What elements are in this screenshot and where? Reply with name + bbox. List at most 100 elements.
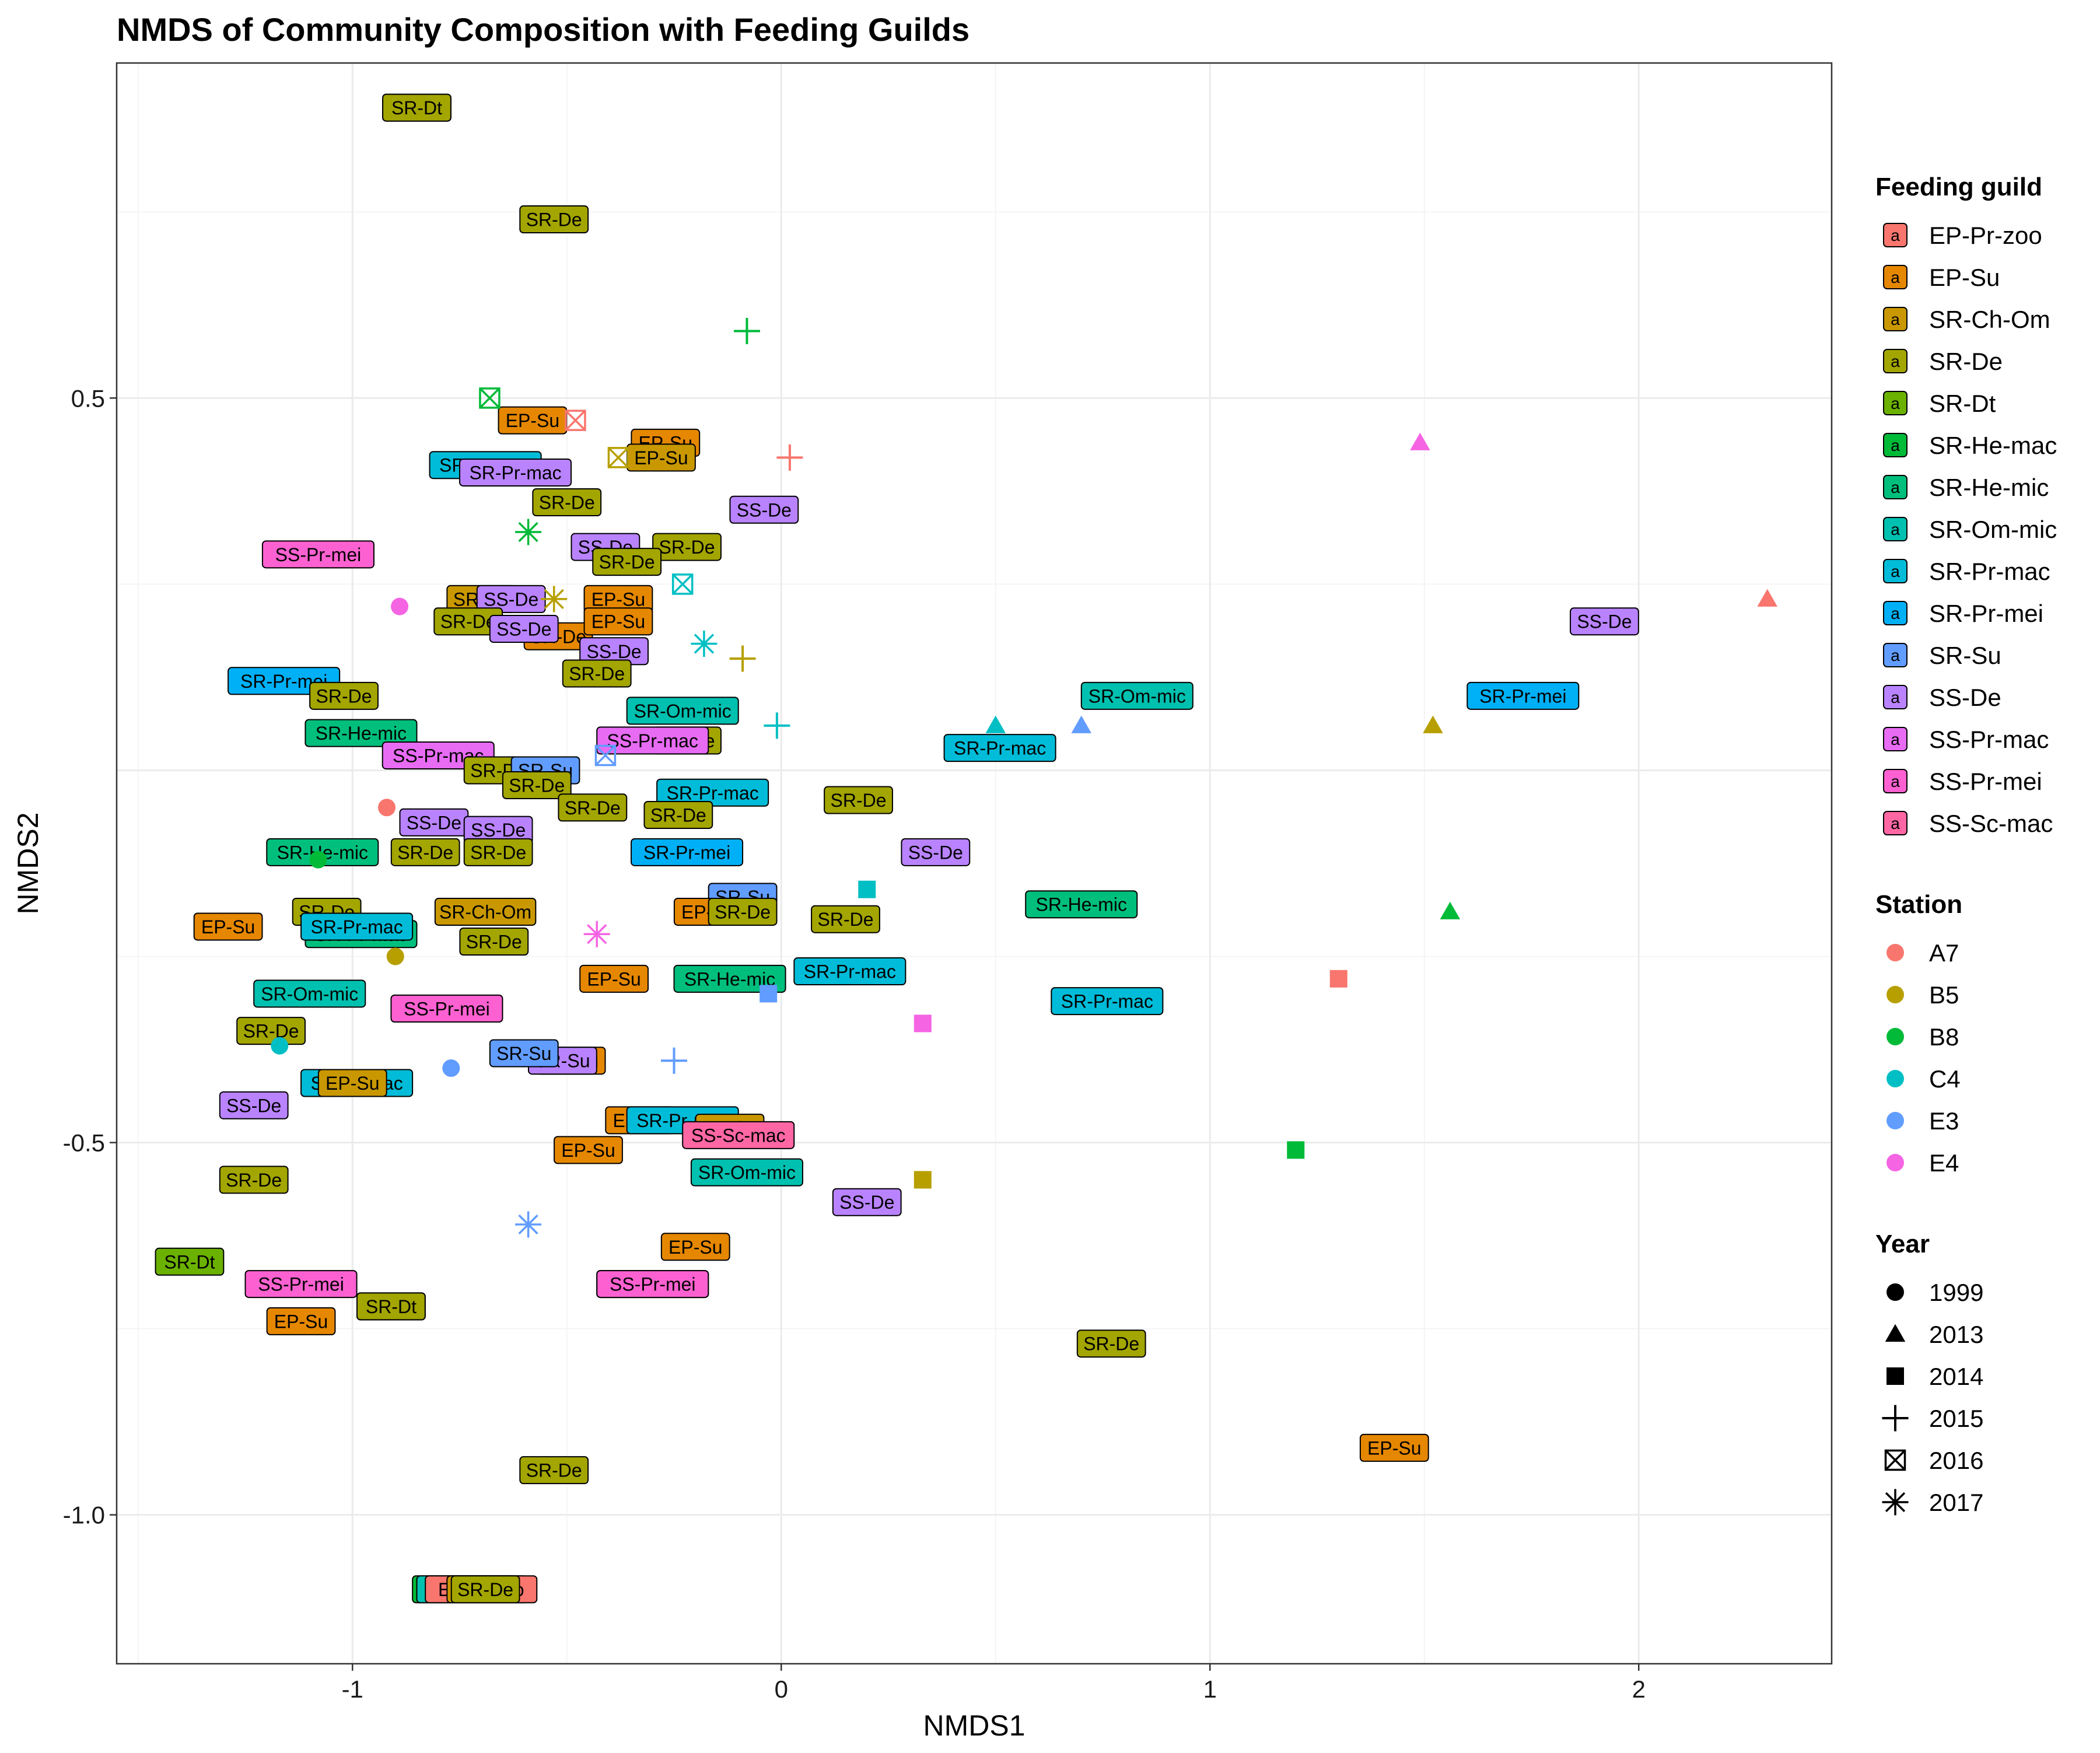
station-point	[914, 1014, 932, 1033]
guild-label: SR-Om-mic	[253, 979, 366, 1008]
guild-label-text: SR-De	[599, 552, 655, 573]
guild-label: SR-De	[824, 786, 893, 814]
guild-label-box	[660, 1233, 730, 1261]
legend-item-year: 2016	[1884, 1447, 1983, 1474]
guild-label-box	[901, 838, 971, 866]
guild-label: EP-Su	[193, 912, 263, 941]
guild-label-box	[244, 1270, 358, 1299]
station-point	[1757, 589, 1777, 607]
station-point	[515, 519, 542, 545]
guild-label-box	[596, 726, 709, 755]
guild-label-box	[943, 734, 1056, 762]
station-point	[1440, 901, 1461, 919]
guild-label-box	[1359, 1433, 1429, 1462]
guild-label: SR-De	[502, 771, 572, 799]
guild-label-box	[459, 928, 529, 956]
guild-label-box	[1570, 607, 1639, 636]
guild-label-box	[300, 912, 414, 941]
legend-title: Station	[1875, 890, 1962, 919]
guild-label: SR-De	[463, 838, 533, 866]
guild-label-box	[532, 488, 602, 517]
guild-label: SR-De	[236, 1017, 306, 1045]
guild-label-text: SR-De	[509, 775, 565, 796]
guild-label-box	[643, 801, 713, 830]
guild-label-text: SR-Om-mic	[698, 1162, 796, 1183]
legend-key-glyph: a	[1891, 226, 1900, 244]
chart-title: NMDS of Community Composition with Feedi…	[117, 11, 970, 48]
guild-label-text: SR-Dt	[391, 97, 442, 118]
guild-label: SR-Su	[489, 1039, 559, 1068]
legend-item-label: B5	[1929, 981, 1959, 1009]
guild-label: SR-De	[811, 905, 880, 933]
legend-item-label: 2017	[1929, 1489, 1983, 1516]
guild-label: SR-De	[708, 897, 778, 926]
guild-label-text: SS-Pr-mei	[610, 1274, 696, 1295]
guild-label: EP-Su	[660, 1233, 730, 1261]
station-point	[442, 1059, 460, 1077]
legend-layer: Feeding guild a EP-Pr-zoo a EP-Su a SR-Ch-Om a S…	[1875, 173, 2057, 1516]
station-point	[1071, 715, 1091, 733]
legend-item-station: B5	[1887, 981, 1959, 1009]
guild-label: SR-Dt	[382, 93, 452, 122]
guild-label-text: EP-Su	[561, 1140, 615, 1161]
guild-label-text: SS-De	[1577, 611, 1632, 632]
guild-label: SR-Pr-mac	[300, 912, 414, 941]
y-tick-label: -1.0	[63, 1502, 105, 1529]
guild-label: SR-De	[643, 801, 713, 830]
legend-key-box	[1883, 391, 1908, 415]
x-tick-label: 2	[1632, 1675, 1646, 1703]
guild-label-text: SR-Pr-mac	[469, 462, 561, 483]
guild-label: SS-De	[1570, 607, 1639, 636]
station-point	[479, 387, 501, 409]
guild-label: SS-De	[476, 585, 546, 613]
station-point	[914, 1171, 932, 1189]
guild-label-text: SR-Pr-mei	[1479, 685, 1566, 706]
guild-label-text: SR-De	[526, 209, 582, 230]
guild-label: SS-De	[219, 1091, 289, 1119]
station-point	[378, 799, 396, 817]
guild-label: SR-Pr-mac	[656, 778, 769, 807]
guild-label-text: SR-Ch-Om	[439, 901, 531, 922]
legend-item-guild: a SR-De	[1883, 348, 2003, 375]
guild-label-text: SS-De	[484, 589, 538, 610]
legend-key-shape	[1887, 1367, 1904, 1385]
guild-label-box	[519, 205, 589, 234]
guild-label-text: SR-De	[526, 1460, 582, 1481]
guild-label-text: EP-Su	[1367, 1437, 1421, 1458]
guild-label-box	[673, 964, 786, 993]
station-point	[776, 444, 803, 471]
legend-item-guild: a SS-Sc-mac	[1883, 810, 2053, 837]
guild-label: SS-Pr-mac	[596, 726, 709, 755]
guild-label: SR-Pr-mei	[631, 838, 744, 866]
station-point	[733, 317, 760, 344]
legend-item-guild: a SR-Ch-Om	[1883, 306, 2050, 333]
y-tick-label: 0.5	[71, 384, 105, 412]
legend-key-box	[1883, 685, 1908, 709]
guild-label-box	[261, 540, 374, 569]
legend-item-guild: a EP-Su	[1883, 264, 2000, 291]
guild-label: SR-De	[532, 488, 602, 517]
legend-item-station: A7	[1887, 939, 1959, 967]
guild-label-box	[390, 838, 460, 866]
guild-label-box	[1466, 681, 1580, 710]
guild-label: SS-Pr-mei	[596, 1270, 709, 1299]
guild-label-text: EP-Su	[592, 611, 645, 632]
guild-label-text: SS-De	[496, 618, 551, 639]
legend-key-box	[1883, 517, 1908, 541]
legend-key-glyph: a	[1891, 562, 1900, 580]
station-point	[1329, 970, 1348, 988]
guild-label-box	[1025, 890, 1138, 919]
legend-key-box	[1883, 769, 1908, 793]
guild-label-box	[219, 1166, 289, 1194]
guild-label-box	[356, 1292, 426, 1321]
legend-item-station: E3	[1887, 1107, 1959, 1135]
station-point	[671, 573, 694, 595]
guild-label-box	[832, 1188, 902, 1216]
guild-label-text: EP-Su	[592, 589, 645, 610]
legend-key-shape	[1887, 1283, 1904, 1301]
guild-label-box	[690, 1158, 803, 1187]
guild-label-box	[390, 994, 503, 1023]
guild-label-text: SR-De	[659, 537, 715, 558]
legend-key-point	[1887, 1070, 1904, 1087]
guild-label-text: EP-Su	[634, 447, 688, 468]
